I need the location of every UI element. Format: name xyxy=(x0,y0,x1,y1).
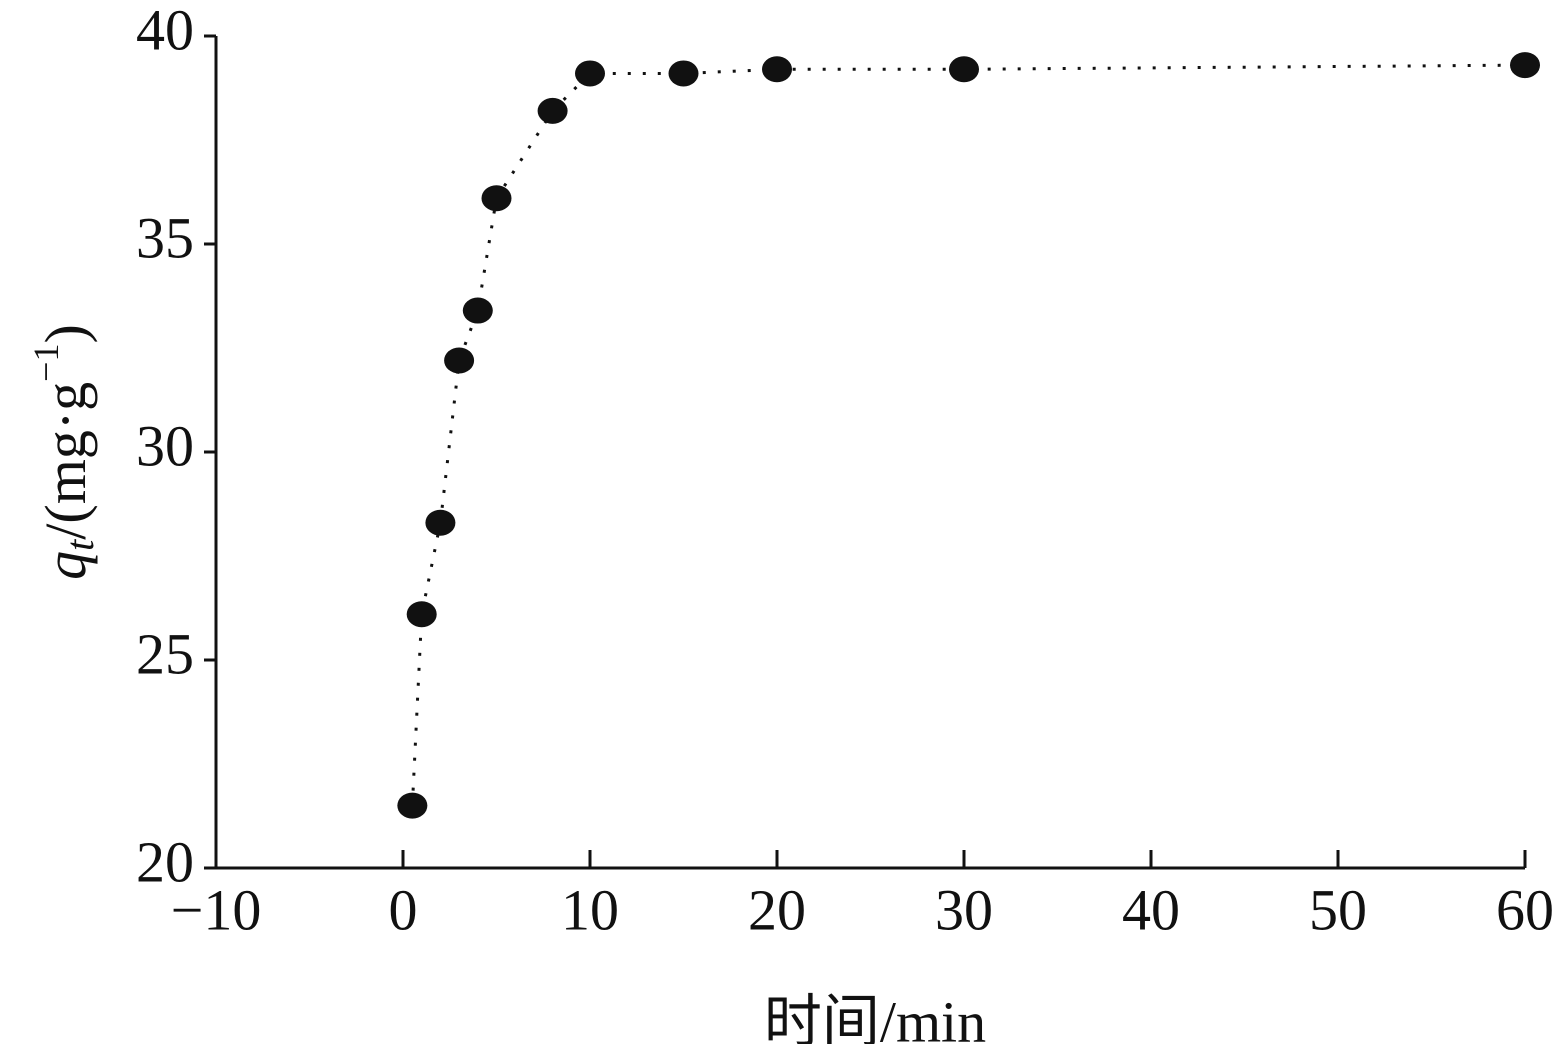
x-tick-label: 30 xyxy=(935,877,993,942)
data-point xyxy=(397,792,428,819)
data-point xyxy=(762,56,792,83)
x-tick-label: 60 xyxy=(1496,877,1554,942)
y-label-symbol: q xyxy=(33,551,98,580)
y-label-superscript: −1 xyxy=(26,344,66,382)
x-tick-label: 20 xyxy=(748,877,806,942)
data-line xyxy=(410,63,1526,806)
y-axis-label: qt/(mg·g−1) xyxy=(26,324,102,580)
y-label-unit: /(mg·g xyxy=(33,382,98,540)
y-label-close: ) xyxy=(33,324,98,343)
y-label-subscript: t xyxy=(57,539,102,551)
data-point xyxy=(406,601,437,628)
data-point xyxy=(481,185,512,212)
x-tick-label: 40 xyxy=(1122,877,1180,942)
x-tick-label: −10 xyxy=(171,877,262,942)
x-axis-label: 时间/min xyxy=(764,989,986,1044)
y-tick-label: 40 xyxy=(136,0,194,62)
data-point xyxy=(462,297,493,324)
y-tick-label: 20 xyxy=(136,829,194,894)
data-point xyxy=(444,347,475,374)
x-tick-label: 0 xyxy=(389,877,418,942)
x-tick-label: 10 xyxy=(561,877,619,942)
data-point xyxy=(575,60,605,87)
data-point xyxy=(537,97,568,124)
data-point xyxy=(425,509,456,536)
y-tick-label: 25 xyxy=(136,621,194,686)
x-tick-label: 50 xyxy=(1309,877,1367,942)
y-tick-label: 35 xyxy=(136,205,194,270)
data-point xyxy=(668,60,699,87)
data-point xyxy=(949,56,979,83)
data-point xyxy=(1510,52,1540,79)
y-tick-label: 30 xyxy=(136,413,194,478)
